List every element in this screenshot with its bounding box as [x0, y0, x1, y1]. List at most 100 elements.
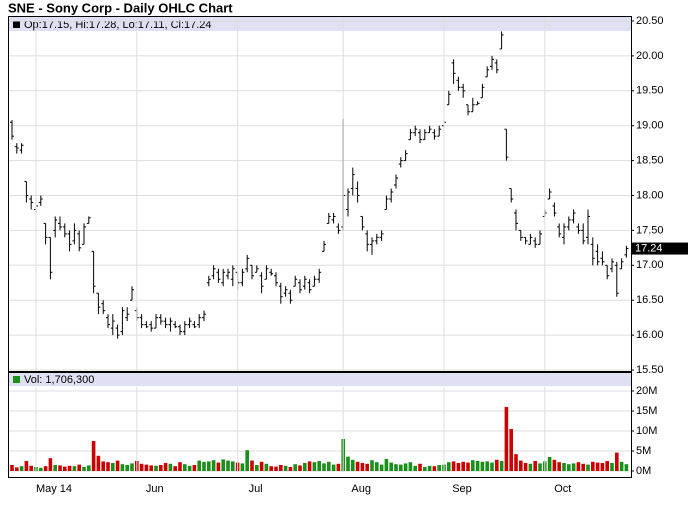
volume-bar: [125, 465, 129, 471]
volume-bar: [53, 465, 57, 471]
x-tick-label: Jul: [249, 483, 263, 495]
volume-bar: [87, 465, 91, 471]
volume-bar: [259, 461, 264, 471]
y-tick-label: 20M: [636, 385, 657, 397]
last-price-label: 17.24: [635, 242, 663, 254]
volume-bar: [159, 465, 163, 471]
y-tick-label: 5M: [636, 445, 651, 457]
volume-bar: [567, 464, 571, 471]
volume-bar: [480, 461, 485, 471]
volume-bar: [451, 461, 456, 471]
y-tick-label: 0M: [636, 465, 651, 477]
volume-bar: [211, 460, 216, 471]
volume-bar: [207, 461, 211, 471]
x-tick-label: Sep: [452, 483, 472, 495]
volume-bar: [365, 463, 369, 471]
volume-bar: [168, 463, 173, 471]
volume-bar: [600, 463, 605, 471]
x-tick-label: Jun: [146, 483, 164, 495]
volume-bar: [408, 462, 413, 471]
volume-bar: [605, 461, 609, 471]
volume-bar: [24, 461, 29, 471]
volume-bar: [10, 465, 14, 471]
volume-bar: [91, 441, 96, 471]
volume-bar: [399, 464, 403, 471]
volume-bar: [250, 460, 254, 471]
volume-bar: [432, 466, 437, 471]
volume-bar: [595, 462, 600, 471]
volume-bar: [528, 463, 533, 471]
volume-bar: [523, 463, 528, 471]
y-tick-label: 18.50: [636, 155, 664, 167]
volume-bar: [240, 463, 245, 471]
volume-bar: [144, 464, 149, 471]
volume-bar: [615, 452, 619, 471]
volume-bar: [495, 459, 499, 471]
volume-bar: [317, 461, 321, 471]
volume-bar: [331, 464, 336, 471]
volume-bar: [437, 465, 441, 471]
volume-bar: [557, 462, 561, 471]
volume-bar: [101, 461, 105, 471]
volume-bar: [519, 460, 523, 471]
volume-bar: [475, 461, 480, 471]
volume-bar: [514, 454, 518, 471]
volume-bar: [303, 463, 307, 471]
y-tick-label: 19.50: [636, 85, 664, 97]
x-tick-label: Oct: [554, 483, 571, 495]
volume-bar: [423, 467, 427, 471]
y-tick-label: 15M: [636, 405, 657, 417]
volume-bar: [269, 466, 273, 471]
volume-bar: [375, 462, 379, 471]
last-price-box: [632, 242, 688, 255]
volume-bar: [279, 465, 283, 471]
price-legend-swatch: [13, 21, 20, 28]
y-tick-label: 16.50: [636, 294, 664, 306]
volume-bar: [149, 465, 153, 471]
volume-bar: [293, 464, 297, 471]
volume-bar: [346, 456, 350, 471]
volume-legend: Vol: 1,706,300: [24, 374, 94, 386]
volume-bar: [389, 462, 393, 471]
volume-bar: [15, 467, 19, 471]
price-panel: [8, 16, 632, 372]
volume-bar: [533, 461, 537, 471]
volume-bar: [552, 459, 557, 471]
x-tick-label: Aug: [351, 483, 371, 495]
volume-bar: [461, 461, 465, 471]
volume-bar: [216, 462, 221, 471]
volume-bar: [327, 461, 331, 471]
volume-bar: [72, 466, 77, 471]
volume-bar: [202, 461, 206, 471]
volume-bar: [115, 460, 120, 471]
volume-bar: [48, 458, 53, 471]
y-tick-label: 20.50: [636, 15, 664, 27]
volume-bar: [255, 465, 259, 471]
volume-panel: [8, 372, 632, 478]
volume-bar: [187, 465, 192, 471]
volume-bar: [322, 463, 326, 471]
volume-bar: [288, 467, 293, 471]
volume-bar: [245, 450, 249, 471]
y-tick-label: 17.00: [636, 259, 664, 271]
volume-bar: [226, 460, 230, 471]
volume-bar: [403, 463, 408, 471]
volume-bar: [538, 463, 542, 471]
volume-bar: [571, 463, 576, 471]
volume-bar: [43, 466, 48, 471]
volume-bar: [384, 459, 389, 471]
volume-bar: [360, 463, 365, 471]
volume-bar: [197, 460, 201, 471]
volume-bar: [581, 463, 585, 471]
volume-bar: [96, 455, 101, 471]
volume-bar: [485, 461, 489, 471]
volume-bar: [624, 464, 629, 471]
volume-bar: [427, 465, 432, 471]
chart-title: SNE - Sony Corp - Daily OHLC Chart: [8, 0, 233, 15]
volume-bar: [499, 461, 504, 471]
y-tick-label: 10M: [636, 425, 657, 437]
volume-bar: [379, 464, 384, 471]
y-tick-label: 15.50: [636, 364, 664, 376]
volume-bar: [183, 464, 187, 471]
